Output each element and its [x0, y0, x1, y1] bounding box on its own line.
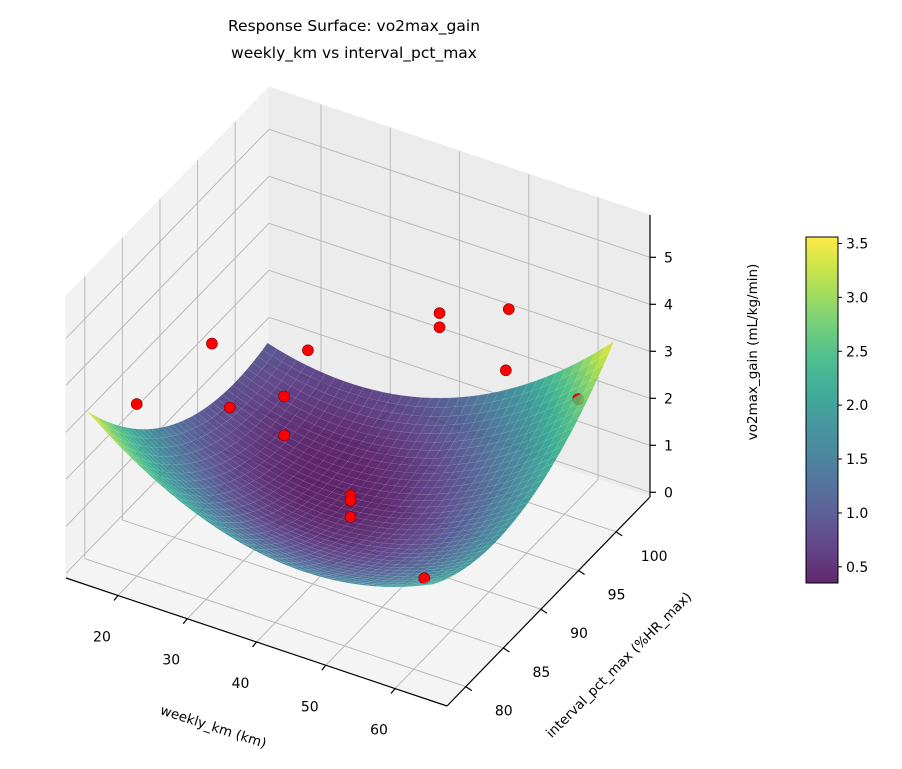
surface-patch	[583, 375, 600, 393]
colorbar-rect	[805, 236, 839, 584]
y-axis-label: interval_pct_max (%HR_max)	[543, 589, 695, 741]
colorbar-tick-label: 1.5	[846, 452, 868, 468]
z-tick-label: 2	[664, 391, 673, 407]
surface-patch	[533, 471, 550, 485]
chart-title: Response Surface: vo2max_gain	[228, 17, 480, 36]
y-tick	[540, 608, 548, 614]
surface-patch	[518, 494, 535, 507]
surface-patch	[458, 561, 474, 569]
surface-patch	[573, 396, 590, 414]
gridline-y	[84, 558, 466, 688]
z-tick-label: 4	[664, 297, 673, 313]
gridline-z	[65, 222, 270, 433]
surface-patch	[553, 436, 570, 451]
surface-patch	[543, 454, 560, 469]
x-tick	[252, 641, 257, 648]
colorbar: 0.5 1.0 1.5 2.0 2.5 3.0 3.5	[805, 236, 868, 584]
y-tick	[465, 686, 473, 692]
y-tick-label: 90	[570, 626, 588, 642]
y-tick-label: 80	[495, 704, 513, 720]
x-tick-label: 30	[162, 653, 180, 669]
surface-patch	[508, 508, 525, 520]
y-tick	[503, 647, 510, 653]
y-tick-label: 85	[532, 665, 550, 681]
axes: 20 30 40 50 60 80 85 90 95 100 0 1 2 3 4 5	[65, 215, 673, 739]
y-tick-label: 95	[608, 588, 626, 604]
gridline-y	[122, 519, 504, 649]
surface-patch	[438, 575, 454, 580]
z-tick-label: 1	[664, 438, 673, 454]
colorbar-tick-label: 0.5	[846, 560, 868, 576]
scatter-point	[433, 307, 446, 319]
scatter-point	[278, 390, 290, 403]
gridline-z	[65, 316, 270, 527]
scatter-point	[344, 494, 357, 507]
x-tick	[321, 664, 327, 671]
scatter-point	[223, 401, 236, 414]
scatter-point	[502, 303, 515, 315]
scatter-point	[344, 511, 357, 523]
surface-patch	[433, 577, 449, 583]
x-tick	[113, 595, 119, 601]
x-tick	[182, 618, 188, 625]
chart-subtitle: weekly_km vs interval_pct_max	[231, 44, 477, 63]
surface-patch	[423, 582, 439, 586]
z-tick-label: 5	[664, 250, 673, 266]
z-axis-label: vo2max_gain (mL/kg/min)	[745, 264, 761, 441]
scatter-point	[433, 321, 446, 334]
gridline-z	[268, 222, 651, 352]
surface-patch	[528, 479, 545, 492]
scatter-point	[302, 344, 314, 357]
scatter-point	[500, 364, 512, 377]
gridline-z	[268, 175, 651, 305]
x-tick-label: 50	[301, 699, 319, 715]
y-tick	[615, 531, 623, 537]
scatter-point	[206, 337, 218, 350]
surface-patch	[588, 364, 605, 382]
z-tick-label: 3	[664, 344, 673, 360]
colorbar-tick-label: 3.0	[846, 290, 868, 306]
surface-patch	[598, 340, 615, 360]
y-tick	[578, 570, 585, 576]
colorbar-tick-label: 3.5	[846, 236, 868, 252]
scatter-point	[278, 429, 290, 442]
x-axis-label: weekly_km (km)	[158, 702, 268, 751]
gridline-z	[268, 316, 651, 446]
surface-patch	[523, 486, 540, 500]
surface-patch	[483, 538, 499, 548]
scatter-point	[130, 398, 143, 410]
z-tick-label: 0	[664, 485, 673, 501]
x-tick-label: 40	[232, 676, 250, 692]
surface-patch	[578, 386, 595, 404]
colorbar-tick-label: 2.0	[846, 398, 868, 414]
x-tick	[390, 688, 396, 694]
colorbar-tick-label: 2.5	[846, 344, 868, 360]
surface-patch	[538, 462, 555, 477]
surface-patch	[563, 416, 580, 433]
x-tick-label: 60	[370, 723, 388, 739]
y-tick-label: 100	[641, 549, 668, 565]
gridline-z	[268, 128, 651, 258]
gridline-z	[65, 128, 270, 339]
surface-patch	[593, 352, 610, 371]
surface-patch	[558, 426, 575, 442]
colorbar-tick-label: 1.0	[846, 506, 868, 522]
x-tick-label: 20	[93, 629, 111, 645]
surface-patch	[498, 521, 515, 532]
plot-area	[86, 303, 615, 588]
gridline-z	[65, 269, 270, 480]
gridline-z	[65, 175, 270, 386]
